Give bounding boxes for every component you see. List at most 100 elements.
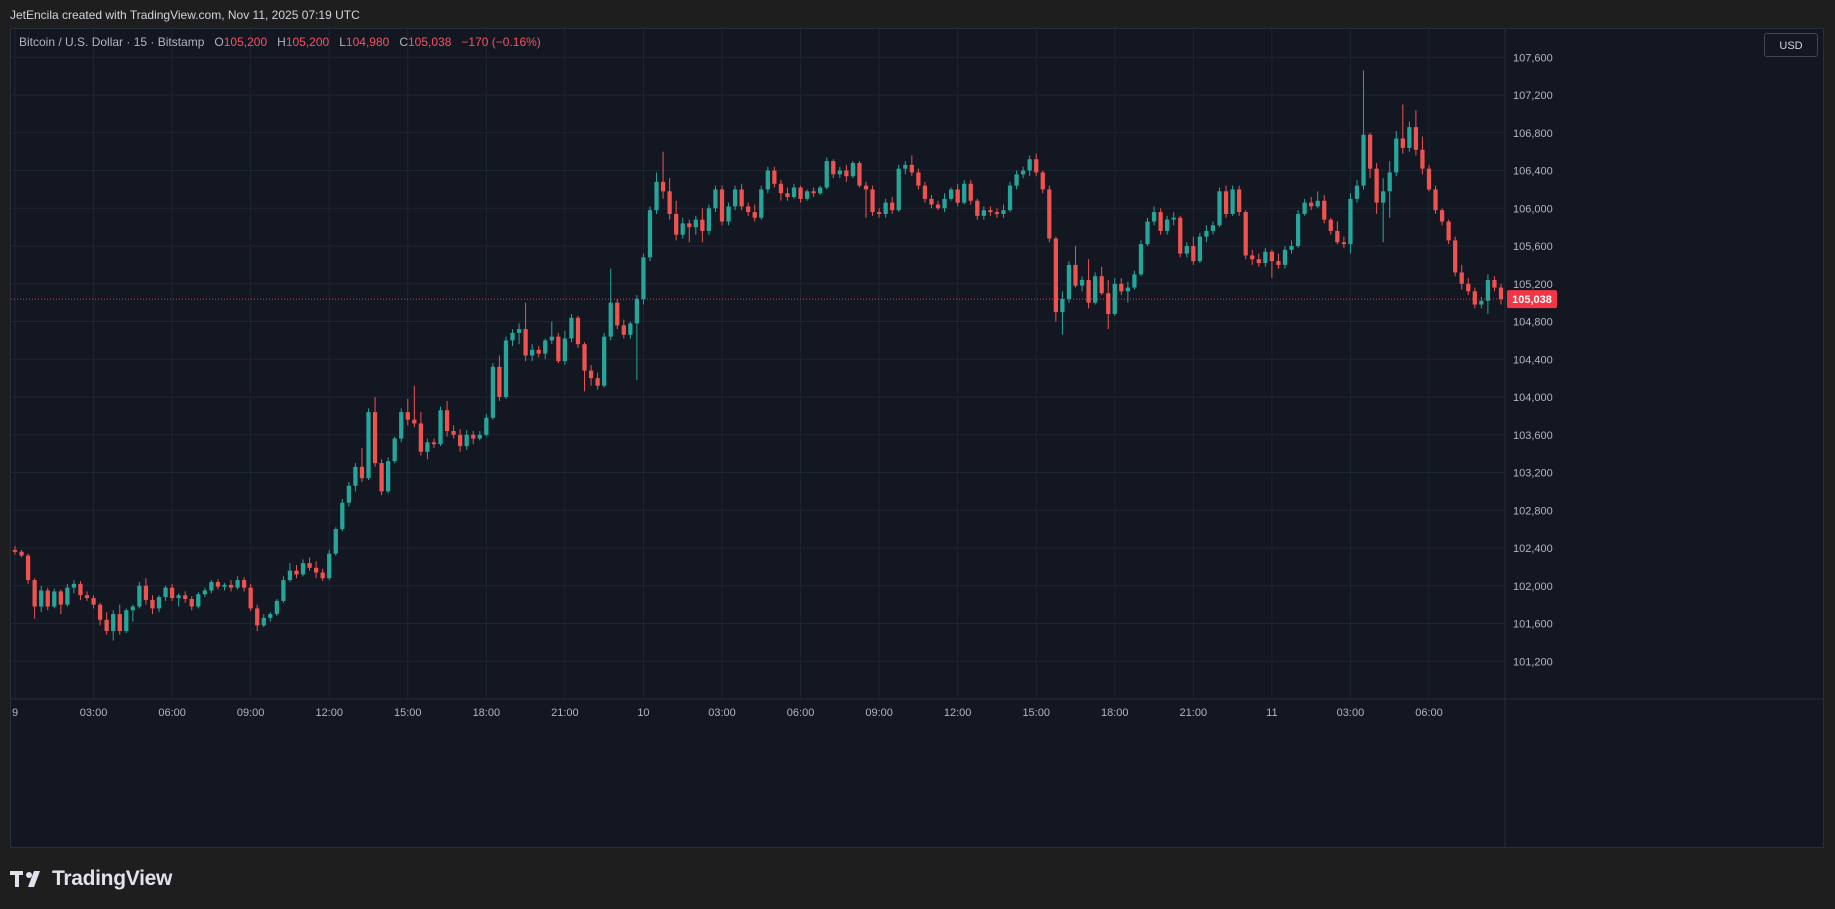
candle-body [314, 567, 319, 573]
time-tick-label: 12:00 [944, 707, 972, 719]
legend-close-value: 105,038 [408, 35, 452, 49]
candle-body [1001, 210, 1006, 214]
candle [1407, 121, 1412, 152]
candle-body [785, 193, 790, 197]
candle [104, 612, 109, 635]
candle-body [1282, 249, 1288, 265]
candle [1263, 247, 1268, 267]
candle-body [78, 583, 83, 596]
candle-body [1145, 221, 1150, 245]
candle [863, 181, 869, 218]
candle-body [955, 189, 960, 203]
candle-body [202, 590, 207, 595]
candle-body [1341, 242, 1347, 245]
candle-body [935, 204, 941, 209]
candle [372, 397, 378, 467]
candle-body [117, 614, 122, 632]
candle-body [1204, 230, 1209, 237]
brand[interactable]: TradingView [10, 867, 172, 891]
candle [1093, 272, 1098, 305]
candle-body [1394, 138, 1399, 173]
candle-body [759, 189, 764, 218]
candle-body [1073, 264, 1078, 286]
candle-body [562, 338, 568, 362]
candle-body [1125, 287, 1130, 292]
candle [543, 338, 548, 360]
price-axis[interactable]: 101,200 101,600 102,000 102,400 102,800 103,2… [1513, 52, 1553, 668]
candle [680, 217, 685, 239]
candle [1191, 236, 1196, 265]
candle [909, 155, 914, 177]
candle-body [1014, 174, 1019, 186]
candle [458, 429, 463, 452]
candle [1138, 240, 1144, 277]
candle [228, 580, 234, 592]
candle [1309, 196, 1314, 211]
candle [1125, 281, 1130, 303]
candle-body [1132, 274, 1137, 288]
time-axis[interactable]: 9 03:00 06:00 09:00 12:00 15:00 18:00 21:00 10 03… [12, 707, 1443, 719]
candle [791, 183, 797, 199]
candle-body [1158, 212, 1163, 231]
candle [1439, 208, 1445, 226]
time-tick-label: 21:00 [551, 707, 579, 719]
candle [1119, 278, 1124, 296]
tradingview-logo-icon [10, 871, 40, 887]
candle [1387, 161, 1392, 218]
candle-body [1047, 189, 1052, 239]
candle-body [844, 170, 849, 177]
candle-body [340, 502, 345, 530]
candle [818, 185, 823, 196]
candle-body [150, 599, 155, 609]
price-tick-label: 104,800 [1513, 317, 1553, 329]
candle-body [104, 619, 109, 632]
candle [65, 583, 70, 607]
candle-body [1374, 168, 1379, 203]
candle [274, 598, 279, 616]
candle [1020, 166, 1026, 179]
candle [438, 406, 443, 447]
candle [903, 161, 908, 175]
candle [536, 346, 541, 358]
chart-panel[interactable]: 101,200 101,600 102,000 102,400 102,800 103,2… [10, 28, 1824, 848]
candle-body [1034, 159, 1039, 173]
candle-body [130, 606, 135, 611]
candle-body [412, 419, 417, 424]
candle-body [660, 181, 666, 192]
candle-body [1459, 272, 1464, 284]
candle [726, 202, 731, 226]
candle-body [1328, 219, 1333, 231]
candle-body [52, 591, 57, 607]
candle [575, 315, 581, 348]
candle-body [503, 340, 509, 398]
candle-body [19, 551, 24, 556]
candle-body [602, 336, 607, 386]
candle-body [719, 189, 725, 222]
candle-body [346, 485, 351, 503]
time-tick-label: 18:00 [1101, 707, 1129, 719]
candle-body [804, 191, 810, 199]
candle [1184, 242, 1189, 258]
legend-low-label: L [339, 35, 346, 49]
candle [71, 580, 77, 594]
price-tick-label: 104,400 [1513, 354, 1553, 366]
candle-body [379, 463, 384, 492]
candle-body [1322, 200, 1327, 220]
candle-body [1020, 170, 1026, 175]
price-tick-label: 101,600 [1513, 619, 1553, 631]
candle [530, 344, 535, 362]
candle [824, 157, 829, 190]
candle [19, 549, 24, 558]
candle [1027, 155, 1032, 177]
currency-button[interactable]: USD [1764, 33, 1818, 57]
candle [1322, 195, 1327, 224]
candle-body [739, 189, 744, 207]
candle-body [1223, 191, 1229, 214]
candle [654, 172, 659, 214]
candle [1040, 170, 1045, 194]
candle [1354, 179, 1360, 203]
candle-body [307, 563, 312, 568]
candle [1466, 278, 1471, 296]
candlestick-chart[interactable]: 101,200 101,600 102,000 102,400 102,800 103,2… [11, 29, 1823, 847]
candle [359, 447, 365, 482]
